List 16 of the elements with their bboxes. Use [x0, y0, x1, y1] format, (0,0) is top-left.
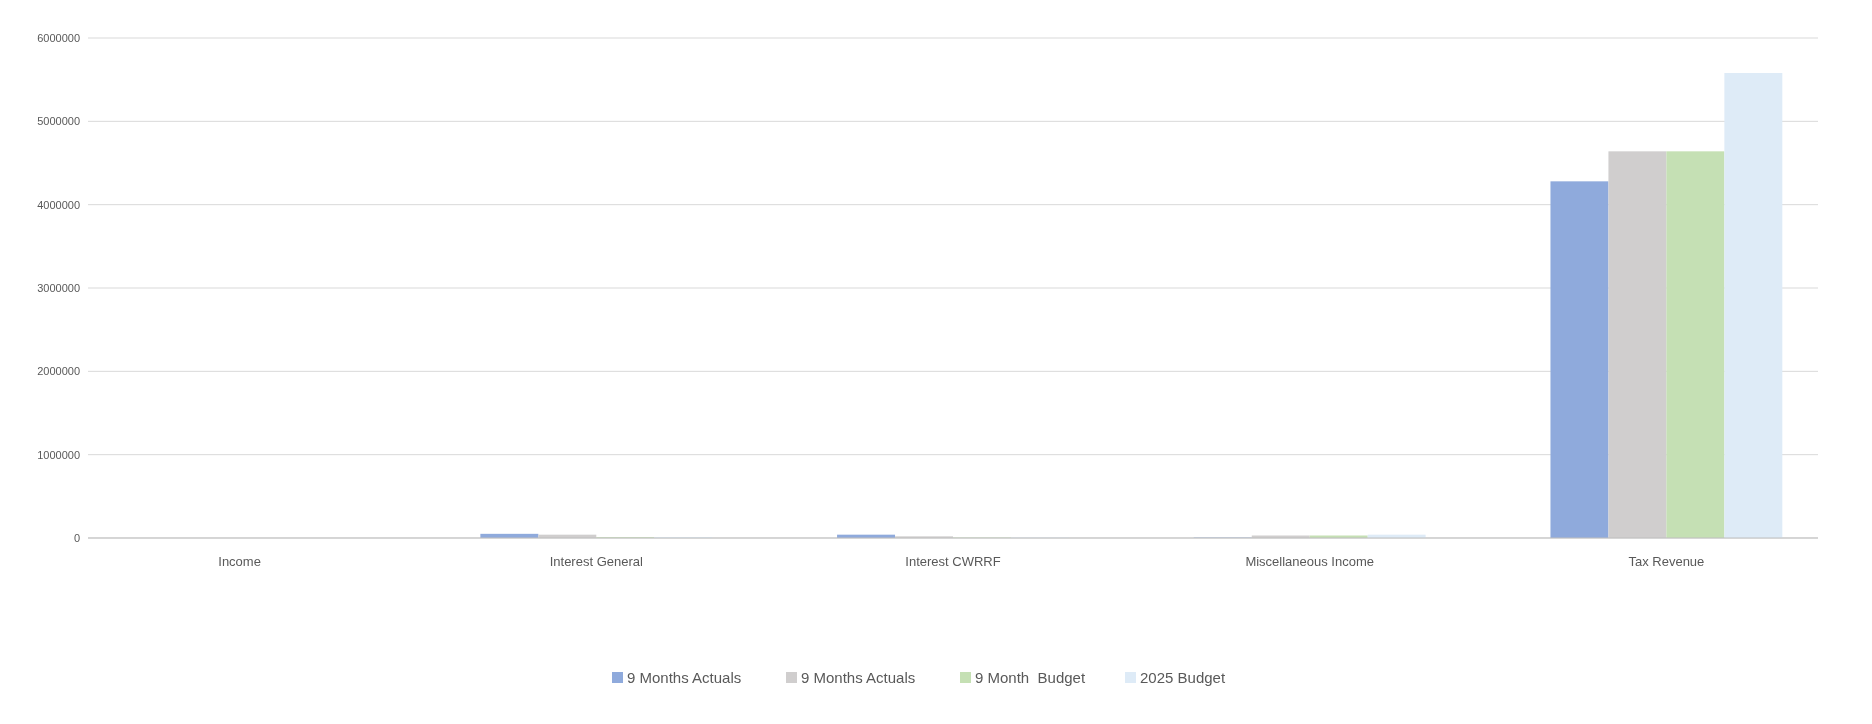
- legend-label: 2025 Budget: [1140, 669, 1226, 687]
- y-tick-label: 1000000: [37, 448, 80, 461]
- y-tick-label: 0: [73, 531, 80, 544]
- y-tick-label: 2000000: [37, 365, 80, 378]
- x-tick-label: Miscellaneous Income: [1245, 554, 1375, 569]
- x-tick-label: Tax Revenue: [1628, 554, 1705, 569]
- legend-label: 9 Months Actuals: [801, 669, 916, 687]
- y-tick-label: 4000000: [37, 198, 80, 211]
- x-tick-label: Interest CWRRF: [905, 554, 1001, 569]
- y-tick-label: 3000000: [37, 281, 80, 294]
- legend-label: 9 Month Budget: [975, 669, 1086, 687]
- legend-label: 9 Months Actuals: [627, 669, 742, 687]
- x-tick-label: Interest General: [549, 554, 644, 569]
- x-tick-label: Income: [218, 554, 261, 569]
- y-tick-label: 5000000: [37, 115, 80, 128]
- y-tick-label: 6000000: [37, 31, 80, 44]
